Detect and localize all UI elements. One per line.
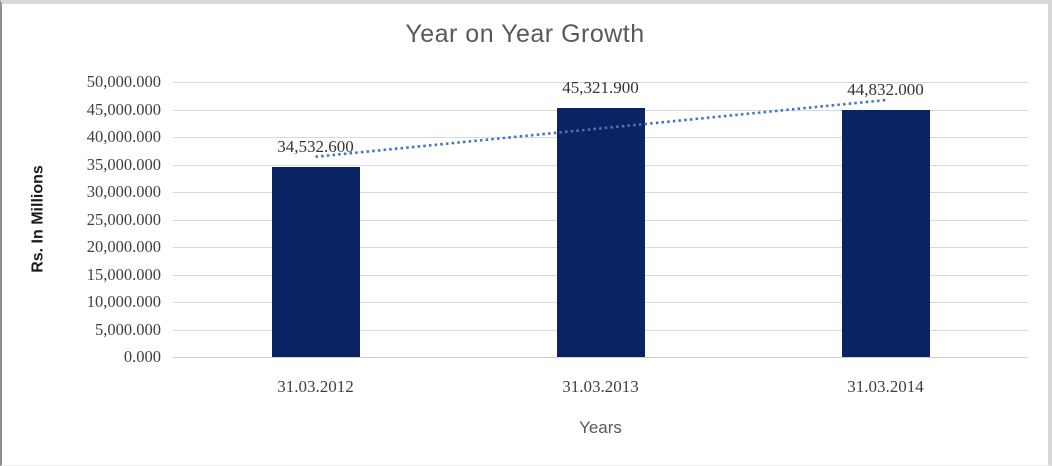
y-tick-label: 20,000.000 — [86, 237, 161, 256]
y-tick-label: 30,000.000 — [86, 182, 161, 201]
chart-title: Year on Year Growth — [405, 20, 645, 48]
y-tick-label: 25,000.000 — [86, 209, 161, 229]
y-tick-label: 10,000.000 — [86, 292, 161, 311]
y-tick-label: 45,000.000 — [86, 99, 161, 119]
y-tick-label: 50,000.000 — [86, 72, 161, 91]
bar — [271, 167, 360, 357]
bar — [841, 110, 930, 357]
y-tick-label: 0.000 — [123, 347, 161, 366]
bar-data-label: 34,532.600 — [277, 137, 354, 157]
x-axis-title: Years — [579, 418, 622, 437]
y-tick-label: 40,000.000 — [86, 127, 161, 146]
x-tick-label: 31.03.2014 — [847, 377, 924, 396]
plot-area — [173, 82, 1028, 358]
y-tick-label: 5,000.000 — [95, 319, 161, 339]
x-axis-line — [173, 357, 1028, 358]
y-tick-label: 15,000.000 — [86, 264, 161, 284]
gridline — [173, 82, 1028, 83]
x-tick-label: 31.03.2013 — [562, 377, 639, 396]
y-tick-label: 35,000.000 — [86, 154, 161, 174]
x-tick-label: 31.03.2012 — [277, 377, 354, 396]
bar — [556, 107, 645, 357]
bar-data-label: 44,832.000 — [847, 80, 924, 100]
bar-data-label: 45,321.900 — [562, 77, 639, 97]
